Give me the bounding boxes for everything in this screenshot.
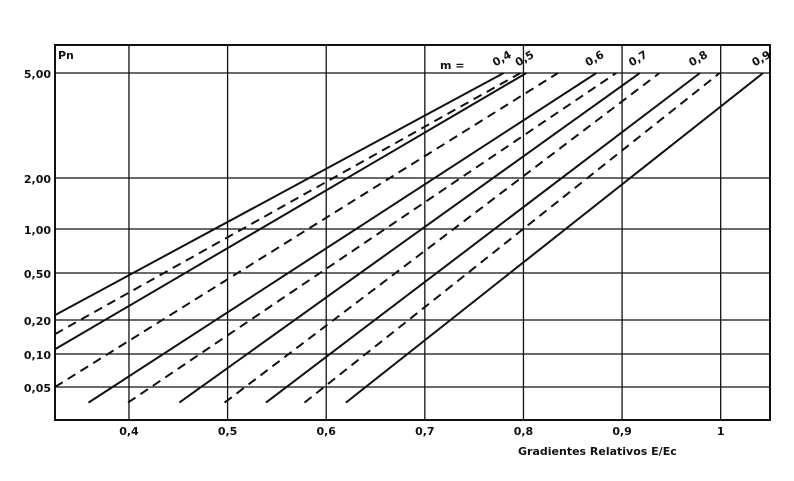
y-axis-label: Pn bbox=[58, 49, 74, 62]
x-tick-label: 1 bbox=[717, 425, 725, 438]
x-tick-label: 0,9 bbox=[612, 425, 632, 438]
series-line bbox=[54, 72, 505, 316]
series-line bbox=[223, 72, 661, 404]
series-name: 0,6 bbox=[583, 48, 607, 69]
y-tick-label: 5,00 bbox=[24, 68, 51, 81]
series-line bbox=[54, 72, 527, 351]
series-name: 0,8 bbox=[686, 48, 709, 69]
series-line bbox=[54, 72, 559, 388]
x-tick-label: 0,4 bbox=[119, 425, 139, 438]
series-name: 0,7 bbox=[626, 48, 649, 69]
series-line bbox=[178, 72, 641, 404]
x-tick-label: 0,5 bbox=[218, 425, 238, 438]
y-tick-label: 0,10 bbox=[24, 349, 51, 362]
x-tick-label: 0,8 bbox=[514, 425, 534, 438]
series-name: 0,4 bbox=[490, 48, 514, 69]
series-line bbox=[265, 72, 701, 404]
y-tick-label: 2,00 bbox=[24, 173, 51, 186]
x-tick-label: 0,7 bbox=[415, 425, 435, 438]
series-line bbox=[345, 72, 764, 404]
plot-frame bbox=[54, 44, 771, 421]
series-line bbox=[54, 72, 521, 335]
series-line bbox=[87, 72, 597, 404]
x-axis-label: Gradientes Relativos E/Ec bbox=[518, 445, 677, 458]
y-tick-label: 0,50 bbox=[24, 268, 51, 281]
y-tick-label: 0,20 bbox=[24, 315, 51, 328]
series-label: m = bbox=[440, 59, 465, 72]
y-tick-label: 1,00 bbox=[24, 224, 51, 237]
y-tick-label: 0,05 bbox=[24, 382, 51, 395]
x-tick-label: 0,6 bbox=[316, 425, 336, 438]
series-line bbox=[303, 72, 721, 404]
series-line bbox=[127, 72, 617, 404]
series-name: 0,5 bbox=[513, 48, 536, 69]
